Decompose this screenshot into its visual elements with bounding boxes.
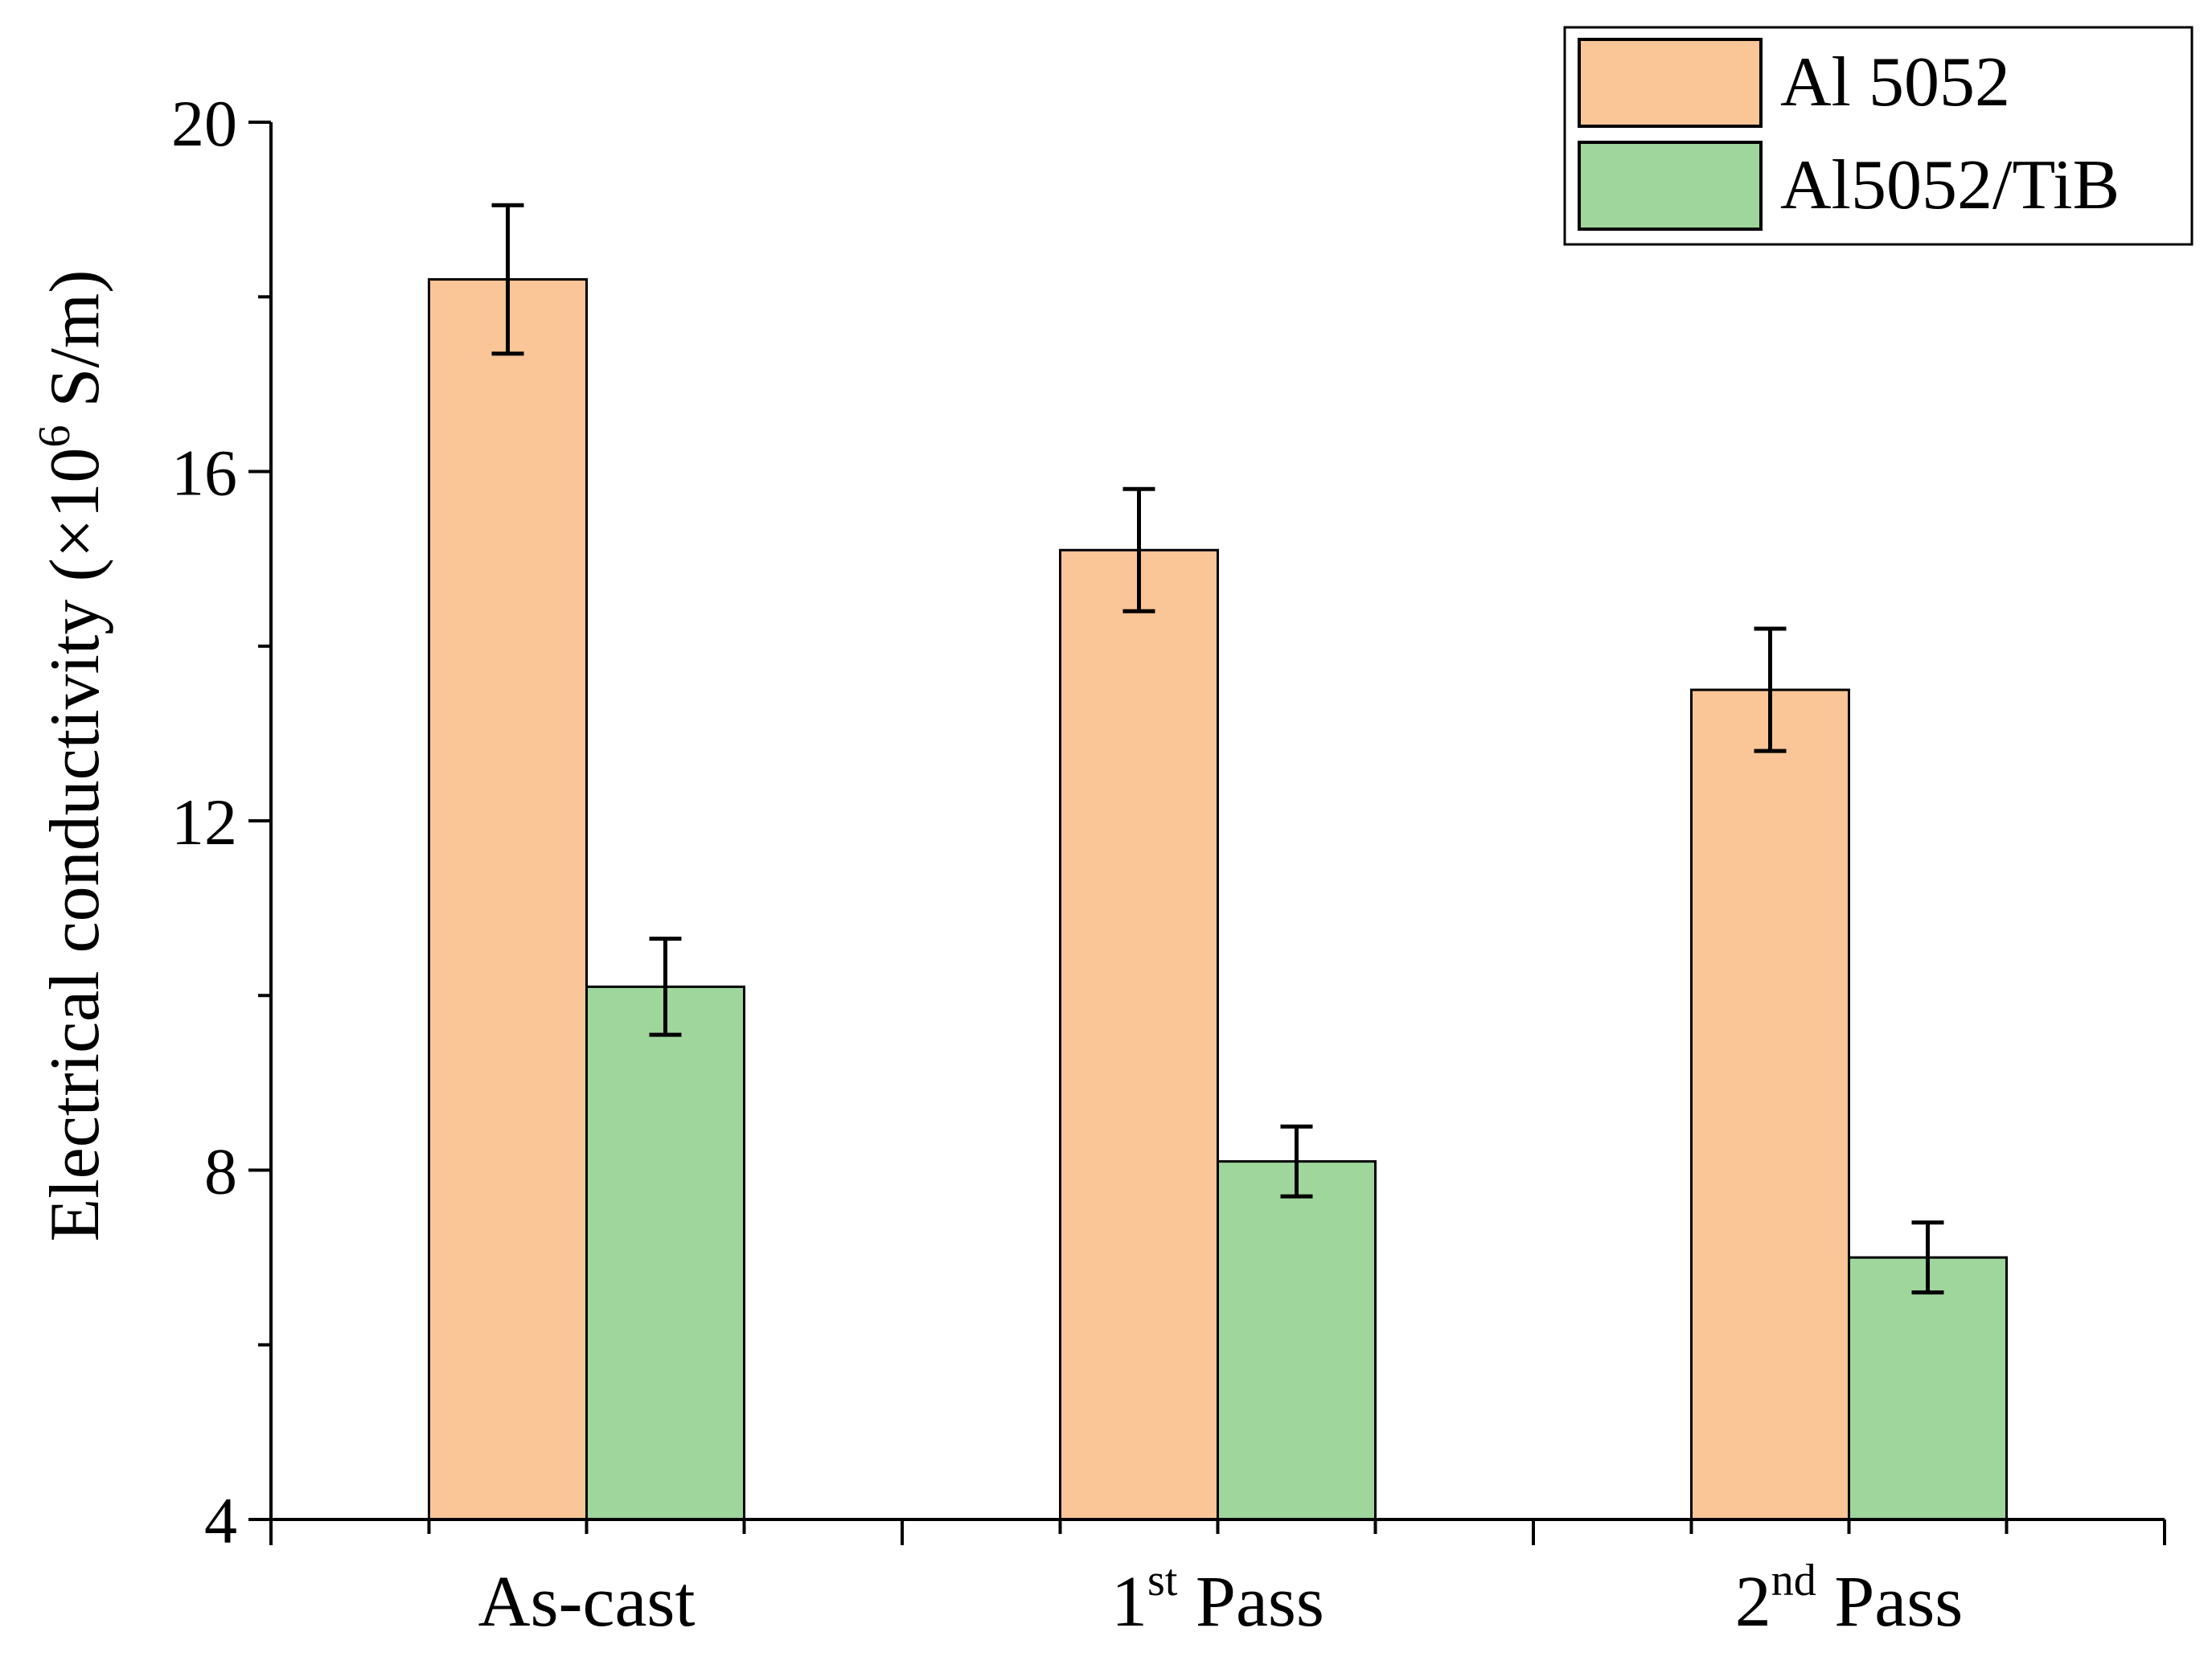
legend: Al 5052 Al5052/TiB	[1563, 26, 2194, 246]
x-tick-label-base: As-cast	[478, 1562, 696, 1642]
bar-al5052-tib-2	[1848, 1256, 2008, 1521]
x-tick-label: As-cast	[478, 1562, 696, 1642]
y-tick-label: 20	[171, 87, 237, 160]
bars-layer	[428, 203, 2008, 1521]
x-tick-label-base: 2	[1735, 1562, 1771, 1642]
y-axis-label-main: Electrical conductivity (×10	[36, 448, 114, 1242]
x-tick-label-rest: Pass	[1816, 1562, 1964, 1642]
y-tick-label: 8	[204, 1135, 237, 1208]
x-tick-label-base: 1	[1111, 1562, 1147, 1642]
y-tick-label: 12	[171, 785, 237, 859]
y-axis-label-unit: S/m)	[36, 269, 114, 424]
bar-al-5052-2	[1690, 688, 1850, 1521]
y-axis-label-sup: 6	[30, 425, 80, 448]
bar-al-5052-0	[428, 278, 588, 1521]
y-tick-label: 16	[171, 437, 237, 510]
legend-label: Al 5052	[1780, 43, 2010, 121]
legend-label: Al5052/TiB	[1780, 146, 2120, 224]
x-tick-label-rest: Pass	[1177, 1562, 1324, 1642]
bar-al5052-tib-0	[585, 985, 745, 1521]
legend-swatch	[1578, 38, 1763, 128]
y-axis-label: Electrical conductivity (×106 S/m)	[30, 269, 114, 1241]
y-tick-label: 4	[204, 1484, 237, 1557]
x-tick-label: 1st Pass	[1111, 1556, 1324, 1642]
x-tick-label-sup: st	[1147, 1556, 1178, 1605]
bar-al-5052-1	[1059, 548, 1219, 1521]
legend-swatch	[1578, 141, 1763, 231]
bar-al5052-tib-1	[1217, 1160, 1377, 1521]
x-tick-label-sup: nd	[1771, 1556, 1816, 1605]
x-tick-label: 2nd Pass	[1735, 1556, 1964, 1642]
